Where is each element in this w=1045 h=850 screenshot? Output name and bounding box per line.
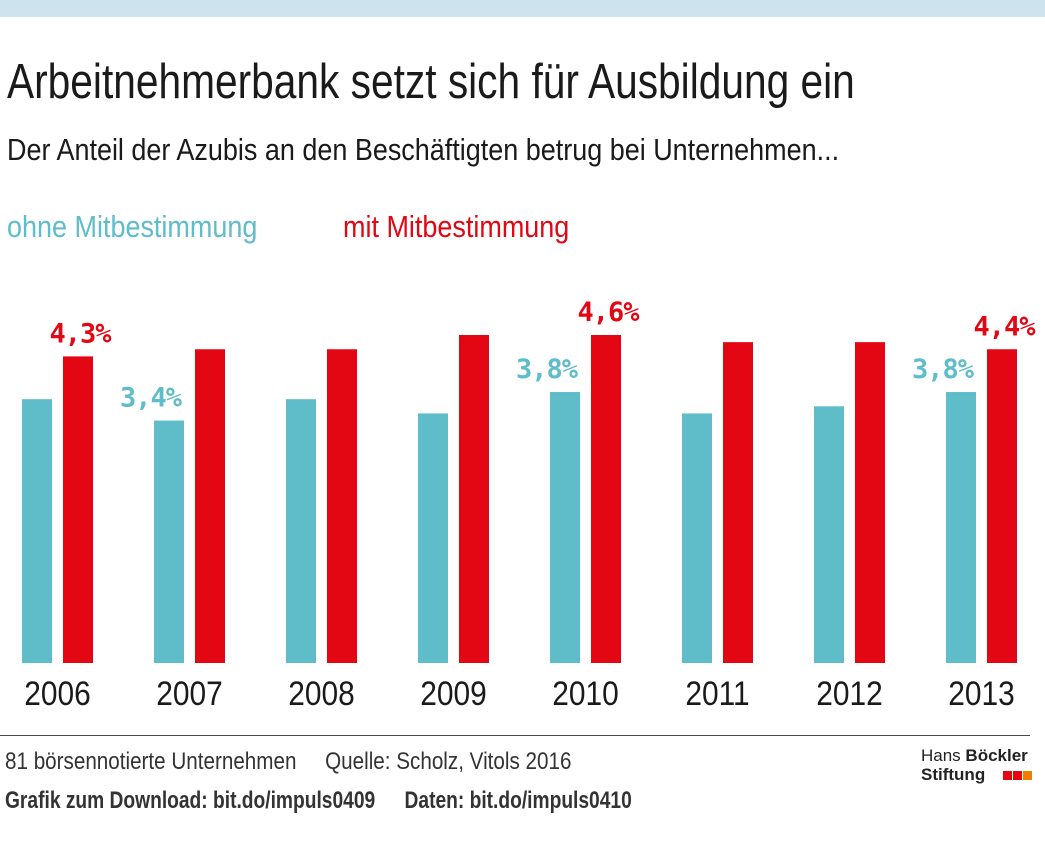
- bar-ohne-2010: [550, 392, 580, 663]
- data-link[interactable]: Daten: bit.do/impuls0410: [404, 787, 632, 814]
- hans-boeckler-logo: Hans Böckler Stiftung: [921, 746, 1041, 786]
- x-tick-label-2010: 2010: [552, 674, 619, 712]
- data-label-ohne-2013: 3,8%: [912, 354, 975, 385]
- bar-mit-2008: [327, 349, 357, 663]
- x-tick-label-2008: 2008: [288, 674, 355, 712]
- logo-square-red-1: [1003, 771, 1012, 780]
- data-label-mit-2013: 4,4%: [973, 311, 1036, 342]
- data-label-ohne-2010: 3,8%: [516, 354, 579, 385]
- bar-mit-2009: [459, 335, 489, 663]
- data-label-mit-2006: 4,3%: [49, 318, 112, 349]
- bar-ohne-2009: [418, 413, 448, 663]
- legend-ohne-mitbestimmung: ohne Mitbestimmung: [7, 209, 258, 244]
- logo-boeckler: Böckler: [965, 746, 1028, 765]
- bar-chart: 4,3% 2006 3,4% 2007 2008 2009 3,8% 4,6% 2010 2011…: [22, 297, 1038, 713]
- data-label-mit-2010: 4,6%: [577, 297, 640, 328]
- logo-stiftung: Stiftung: [921, 765, 986, 784]
- sample-note: 81 börsennotierte Unternehmen: [5, 748, 297, 775]
- chart-subtitle: Der Anteil der Azubis an den Beschäftigt…: [7, 132, 840, 167]
- download-line: Grafik zum Download: bit.do/impuls0409 D…: [5, 785, 632, 817]
- logo-square-red-2: [1013, 771, 1022, 780]
- x-tick-label-2006: 2006: [24, 674, 91, 712]
- bar-ohne-2008: [286, 399, 316, 663]
- logo-square-orange: [1023, 771, 1032, 780]
- bar-mit-2012: [855, 342, 885, 663]
- bar-ohne-2006: [22, 399, 52, 663]
- bar-ohne-2013: [946, 392, 976, 663]
- bar-mit-2006: [63, 356, 93, 663]
- x-tick-label-2009: 2009: [420, 674, 487, 712]
- download-link[interactable]: Grafik zum Download: bit.do/impuls0409: [5, 787, 376, 814]
- logo-line-1: Hans Böckler: [921, 746, 1028, 766]
- footer-divider: [0, 735, 1030, 736]
- x-tick-label-2012: 2012: [816, 674, 883, 712]
- logo-hans: Hans: [921, 746, 961, 765]
- bar-mit-2011: [723, 342, 753, 663]
- bar-mit-2013: [987, 349, 1017, 663]
- bar-ohne-2007: [154, 420, 184, 663]
- data-label-ohne-2007: 3,4%: [120, 383, 183, 414]
- chart-title: Arbeitnehmerbank setzt sich für Ausbildu…: [7, 55, 855, 109]
- legend-mit-mitbestimmung: mit Mitbestimmung: [343, 209, 570, 244]
- bar-ohne-2012: [814, 406, 844, 663]
- bar-mit-2010: [591, 335, 621, 663]
- bar-ohne-2011: [682, 413, 712, 663]
- x-tick-label-2007: 2007: [156, 674, 223, 712]
- x-tick-label-2013: 2013: [948, 674, 1015, 712]
- x-tick-label-2011: 2011: [685, 674, 749, 712]
- source-citation: Quelle: Scholz, Vitols 2016: [325, 748, 572, 775]
- top-color-band: [0, 0, 1045, 17]
- source-line: 81 börsennotierte Unternehmen Quelle: Sc…: [5, 746, 571, 778]
- bar-mit-2007: [195, 349, 225, 663]
